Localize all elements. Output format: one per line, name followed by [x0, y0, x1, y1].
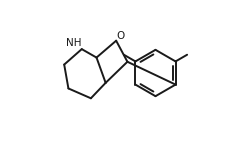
Text: NH: NH: [66, 38, 82, 48]
Text: O: O: [116, 32, 124, 41]
